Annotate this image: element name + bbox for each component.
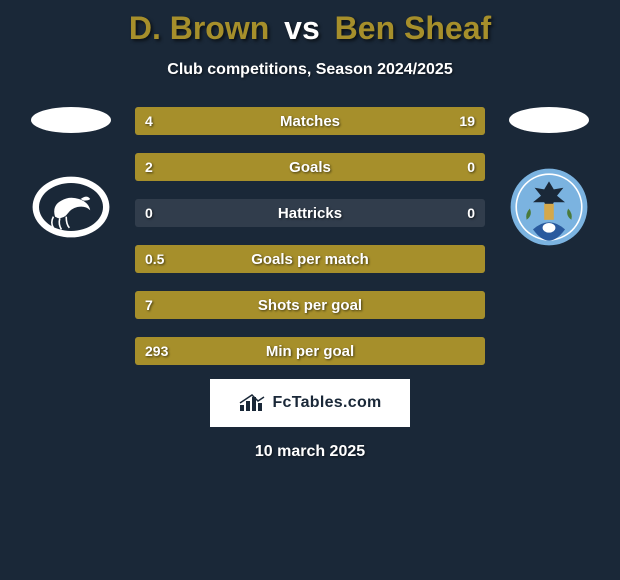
stat-label: Matches [135, 107, 485, 135]
stat-value-left: 0.5 [145, 245, 164, 273]
stat-row: Min per goal293 [135, 337, 485, 365]
stat-label: Min per goal [135, 337, 485, 365]
player1-name: D. Brown [129, 10, 269, 46]
comparison-panel: Matches419Goals20Hattricks00Goals per ma… [0, 107, 620, 365]
brand-chart-icon [238, 393, 266, 413]
right-logo-column [499, 107, 599, 247]
stat-value-right: 19 [459, 107, 475, 135]
derby-county-logo [31, 167, 111, 247]
stat-label: Goals [135, 153, 485, 181]
stat-label: Shots per goal [135, 291, 485, 319]
left-pill [31, 107, 111, 133]
right-pill [509, 107, 589, 133]
page-title: D. Brown vs Ben Sheaf [0, 0, 620, 47]
date-label: 10 march 2025 [0, 443, 620, 461]
stat-value-left: 293 [145, 337, 168, 365]
stat-value-right: 0 [467, 199, 475, 227]
stat-label: Hattricks [135, 199, 485, 227]
stat-label: Goals per match [135, 245, 485, 273]
stat-value-left: 7 [145, 291, 153, 319]
stat-row: Hattricks0 0 [135, 199, 485, 227]
stat-row: Goals per match0.5 [135, 245, 485, 273]
stat-bars: Matches419Goals20Hattricks00Goals per ma… [135, 107, 485, 365]
stat-value-left: 4 [145, 107, 153, 135]
stat-row: Matches4 19 [135, 107, 485, 135]
brand-text: FcTables.com [272, 394, 381, 412]
player2-name: Ben Sheaf [335, 10, 491, 46]
vs-label: vs [278, 10, 326, 46]
brand-box: FcTables.com [210, 379, 410, 427]
stat-row: Shots per goal7 [135, 291, 485, 319]
stat-value-left: 0 [145, 199, 153, 227]
subtitle: Club competitions, Season 2024/2025 [0, 61, 620, 79]
stat-value-left: 2 [145, 153, 153, 181]
stat-value-right: 0 [467, 153, 475, 181]
stat-row: Goals2 0 [135, 153, 485, 181]
coventry-city-logo [509, 167, 589, 247]
left-logo-column [21, 107, 121, 247]
